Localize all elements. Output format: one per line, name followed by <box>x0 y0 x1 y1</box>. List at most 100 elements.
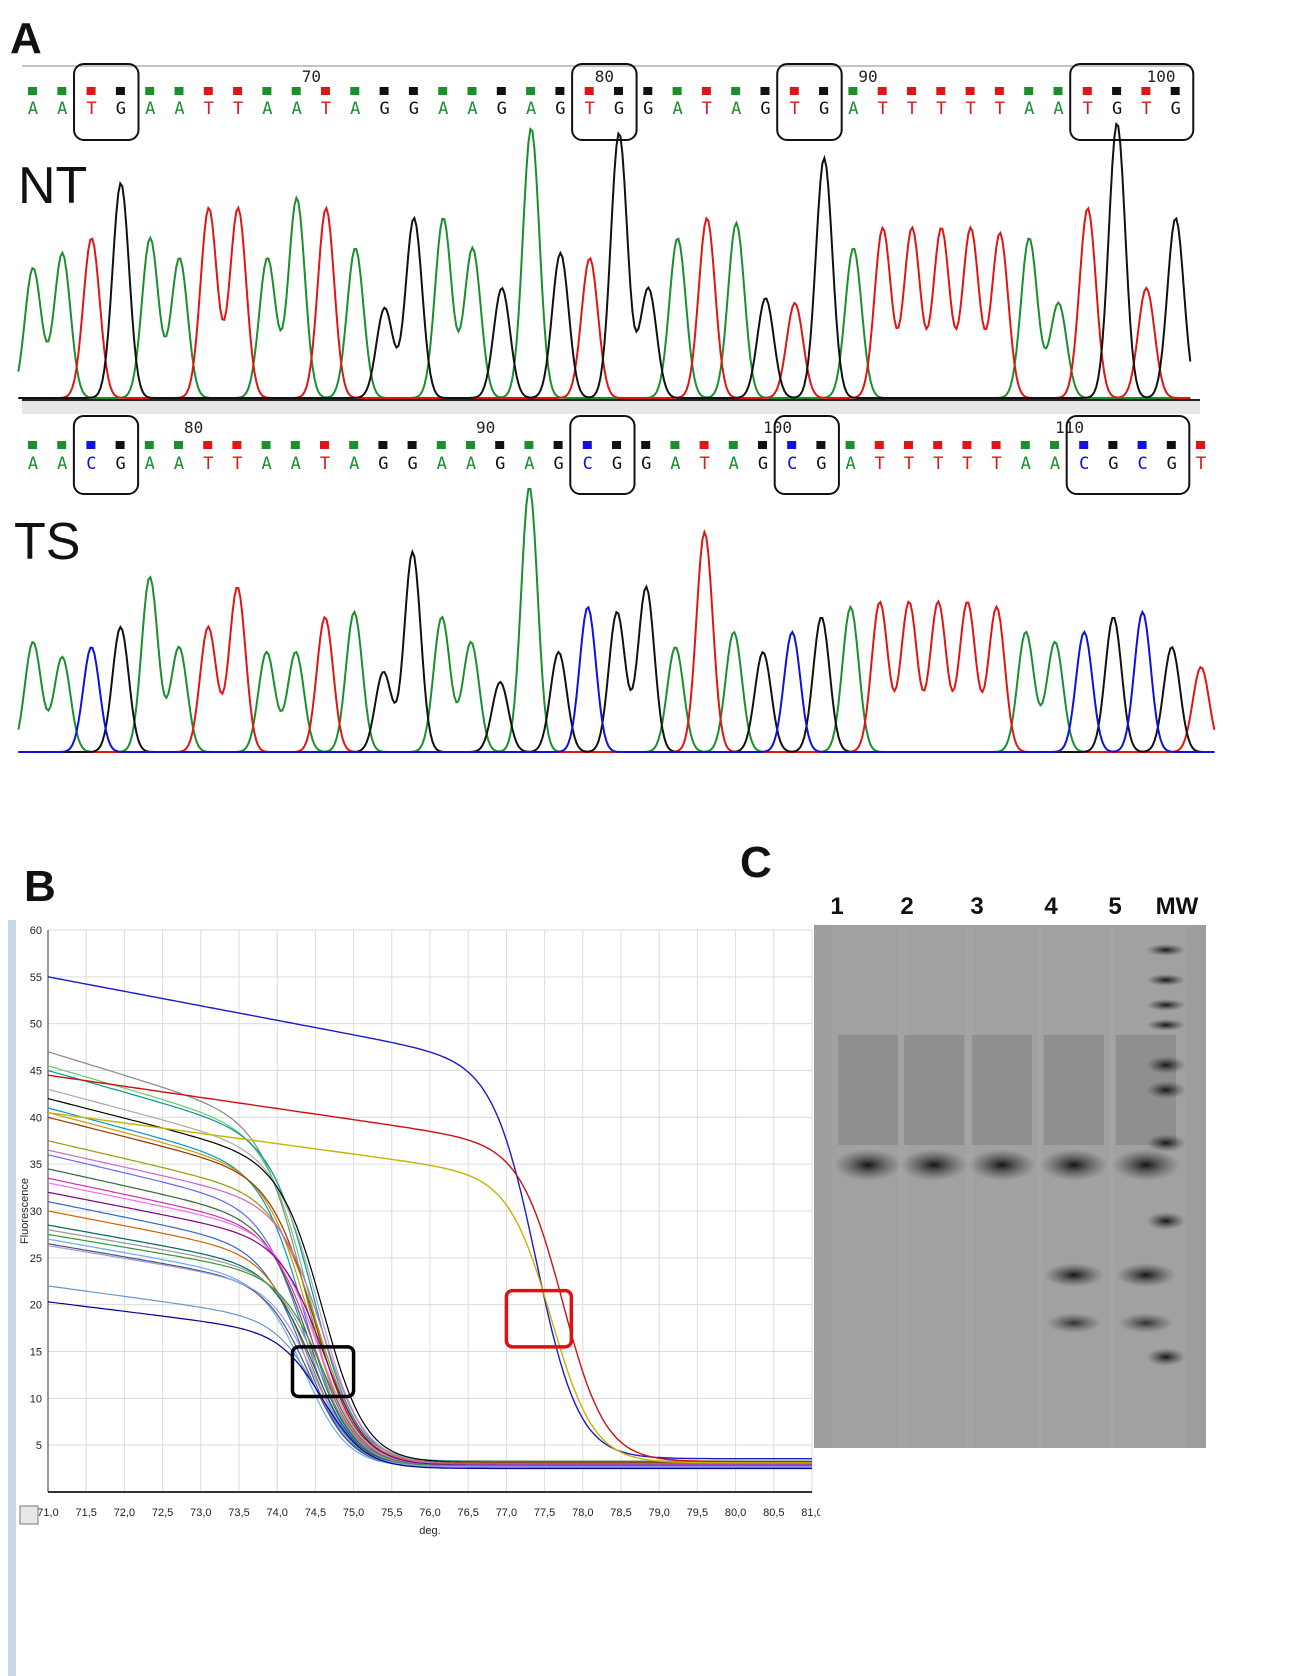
quality-bar <box>582 441 592 449</box>
quality-bar <box>1141 87 1151 95</box>
marker-band <box>1146 999 1186 1011</box>
quality-bar <box>1079 441 1089 449</box>
quality-bar <box>321 87 330 95</box>
x-tick-label: 74,0 <box>266 1507 287 1519</box>
main-band <box>834 1149 902 1181</box>
quality-bar <box>291 87 301 95</box>
base-call: C <box>1137 454 1147 474</box>
quality-bar <box>614 87 623 95</box>
base-call: T <box>875 454 885 474</box>
melt-curve <box>47 1245 812 1468</box>
base-call: T <box>962 454 972 474</box>
base-call: T <box>233 99 243 119</box>
sample-label-nt: NT <box>18 157 88 215</box>
quality-bar <box>555 87 565 95</box>
y-tick-label: 55 <box>30 972 42 984</box>
base-call: T <box>1083 99 1093 119</box>
base-call: A <box>57 454 67 474</box>
quality-bar <box>115 441 125 449</box>
quality-bar <box>438 87 448 95</box>
y-tick-label: 20 <box>30 1300 42 1312</box>
quality-bar <box>994 87 1004 95</box>
x-tick-label: 79,0 <box>648 1507 669 1519</box>
gel-lane <box>898 925 974 1448</box>
x-tick-label: 77,5 <box>534 1507 555 1519</box>
y-tick-label: 30 <box>30 1206 42 1218</box>
base-call: G <box>497 99 507 119</box>
cleaved-band <box>1118 1313 1174 1333</box>
base-call: C <box>787 454 797 474</box>
marker-band <box>1146 1348 1186 1366</box>
base-call: G <box>641 454 651 474</box>
lane-label: 4 <box>1044 893 1058 920</box>
quality-bar <box>877 87 887 95</box>
trace-t <box>18 528 1216 753</box>
lane-smear <box>972 1035 1032 1145</box>
position-label: 110 <box>1055 418 1084 437</box>
base-call: G <box>115 454 125 474</box>
base-call: C <box>583 454 593 474</box>
sample-label-ts: TS <box>14 513 81 571</box>
base-call: T <box>585 99 595 119</box>
base-call: A <box>262 99 272 119</box>
quality-bar <box>467 87 477 95</box>
base-call: T <box>965 99 975 119</box>
quality-bar <box>553 441 563 449</box>
base-call: A <box>28 99 38 119</box>
base-call: A <box>1053 99 1063 119</box>
base-call: A <box>731 99 741 119</box>
base-call: G <box>819 99 829 119</box>
base-call: T <box>878 99 888 119</box>
marker-band <box>1146 1056 1186 1074</box>
position-label: 90 <box>476 418 495 437</box>
main-band <box>968 1149 1036 1181</box>
base-call: G <box>495 454 505 474</box>
quality-bar <box>641 441 651 449</box>
quality-bar <box>466 441 475 449</box>
trace-c <box>18 605 1215 753</box>
marker-band <box>1146 1081 1186 1099</box>
y-tick-label: 25 <box>30 1253 42 1265</box>
base-call: A <box>145 454 155 474</box>
quality-bar <box>262 87 272 95</box>
base-call: A <box>729 454 739 474</box>
quality-bar <box>728 441 738 449</box>
zoom-icon <box>19 1505 39 1525</box>
x-tick-label: 81,0 <box>801 1507 820 1519</box>
x-tick-label: 72,0 <box>114 1507 135 1519</box>
mutation-site-box <box>1065 415 1191 495</box>
quality-bar <box>1108 441 1118 449</box>
base-call: T <box>86 99 96 119</box>
x-tick-label: 77,0 <box>496 1507 517 1519</box>
x-tick-label: 72,5 <box>152 1507 173 1519</box>
base-call: G <box>643 99 653 119</box>
x-tick-label: 75,0 <box>343 1507 364 1519</box>
quality-bar <box>965 87 975 95</box>
quality-bar <box>787 441 797 449</box>
trace-a <box>17 488 1215 753</box>
base-call: G <box>409 99 419 119</box>
base-call: T <box>991 454 1001 474</box>
quality-bar <box>1053 87 1063 95</box>
mutation-site-box <box>569 415 636 495</box>
quality-bar <box>57 87 67 95</box>
quality-bar <box>261 441 271 449</box>
gel-lane <box>966 925 1042 1448</box>
quality-bar <box>1082 87 1092 95</box>
quality-bar <box>936 87 946 95</box>
main-band <box>1112 1149 1180 1181</box>
quality-bar <box>144 441 154 449</box>
quality-bar <box>731 87 741 95</box>
base-call: A <box>845 454 855 474</box>
quality-bar <box>1137 441 1147 449</box>
trace-g <box>18 121 1192 399</box>
quality-bar <box>933 441 943 449</box>
x-tick-label: 78,5 <box>610 1507 631 1519</box>
base-call: A <box>467 99 477 119</box>
quality-bar <box>526 87 536 95</box>
lane-label: 3 <box>970 893 984 920</box>
x-tick-label: 75,5 <box>381 1507 402 1519</box>
base-call: G <box>758 454 768 474</box>
base-call: T <box>1196 454 1206 474</box>
quality-bar <box>145 87 155 95</box>
